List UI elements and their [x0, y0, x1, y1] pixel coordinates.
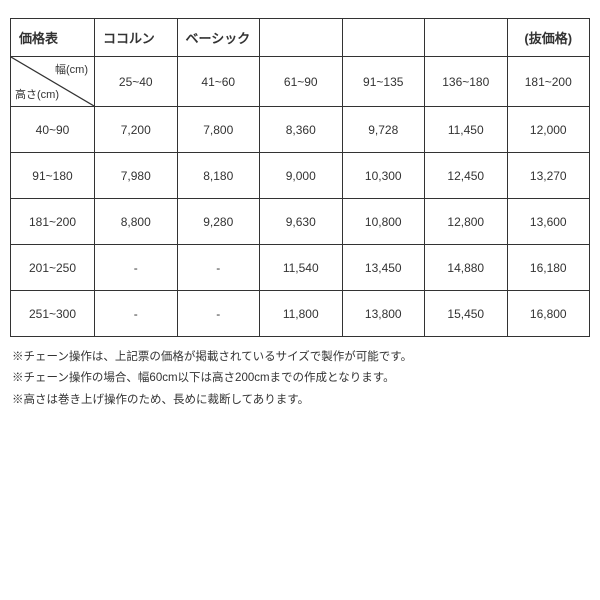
height-range: 201~250 — [11, 245, 95, 291]
width-range: 91~135 — [342, 57, 425, 107]
note-line: ※チェーン操作の場合、幅60cm以下は高さ200cmまでの作成となります。 — [12, 368, 590, 389]
table-row: 40~90 7,200 7,800 8,360 9,728 11,450 12,… — [11, 107, 590, 153]
table-row: 201~250 - - 11,540 13,450 14,880 16,180 — [11, 245, 590, 291]
price-cell: 15,450 — [425, 291, 508, 337]
width-range: 181~200 — [507, 57, 590, 107]
price-cell: - — [177, 245, 260, 291]
corner-top-label: 幅(cm) — [55, 61, 88, 77]
corner-bottom-label: 高さ(cm) — [15, 86, 59, 102]
height-range: 91~180 — [11, 153, 95, 199]
price-cell: 16,800 — [507, 291, 590, 337]
price-cell: 11,450 — [425, 107, 508, 153]
price-cell: 9,630 — [260, 199, 343, 245]
price-cell: 10,300 — [342, 153, 425, 199]
table-series: ベーシック — [177, 19, 260, 57]
price-cell: - — [177, 291, 260, 337]
width-range: 25~40 — [95, 57, 178, 107]
price-cell: 7,800 — [177, 107, 260, 153]
width-range: 136~180 — [425, 57, 508, 107]
price-cell: 12,450 — [425, 153, 508, 199]
price-cell: - — [95, 245, 178, 291]
table-row: 181~200 8,800 9,280 9,630 10,800 12,800 … — [11, 199, 590, 245]
note-line: ※チェーン操作は、上記票の価格が掲載されているサイズで製作が可能です。 — [12, 347, 590, 368]
price-cell: 16,180 — [507, 245, 590, 291]
note-line: ※高さは巻き上げ操作のため、長めに裁断してあります。 — [12, 390, 590, 411]
price-cell: 12,800 — [425, 199, 508, 245]
price-table: 価格表 ココルン ベーシック (抜価格) 幅(cm) 高さ(cm) 25~40 … — [10, 18, 590, 337]
price-cell: 13,800 — [342, 291, 425, 337]
price-cell: 7,200 — [95, 107, 178, 153]
price-cell: 8,800 — [95, 199, 178, 245]
width-range: 61~90 — [260, 57, 343, 107]
table-header-width: 幅(cm) 高さ(cm) 25~40 41~60 61~90 91~135 13… — [11, 57, 590, 107]
table-header-blank — [342, 19, 425, 57]
table-row: 91~180 7,980 8,180 9,000 10,300 12,450 1… — [11, 153, 590, 199]
price-cell: 7,980 — [95, 153, 178, 199]
table-title: 価格表 — [11, 19, 95, 57]
table-brand: ココルン — [95, 19, 178, 57]
notes-block: ※チェーン操作は、上記票の価格が掲載されているサイズで製作が可能です。 ※チェー… — [10, 347, 590, 411]
table-header-blank — [425, 19, 508, 57]
table-price-note: (抜価格) — [507, 19, 590, 57]
height-range: 251~300 — [11, 291, 95, 337]
price-cell: 11,540 — [260, 245, 343, 291]
price-cell: 9,728 — [342, 107, 425, 153]
height-range: 40~90 — [11, 107, 95, 153]
price-cell: 13,270 — [507, 153, 590, 199]
price-cell: 11,800 — [260, 291, 343, 337]
table-row: 251~300 - - 11,800 13,800 15,450 16,800 — [11, 291, 590, 337]
price-cell: 9,280 — [177, 199, 260, 245]
width-range: 41~60 — [177, 57, 260, 107]
price-cell: 13,450 — [342, 245, 425, 291]
height-range: 181~200 — [11, 199, 95, 245]
price-cell: 8,360 — [260, 107, 343, 153]
price-cell: - — [95, 291, 178, 337]
table-corner-cell: 幅(cm) 高さ(cm) — [11, 57, 95, 107]
table-header-blank — [260, 19, 343, 57]
price-cell: 14,880 — [425, 245, 508, 291]
price-cell: 8,180 — [177, 153, 260, 199]
price-cell: 12,000 — [507, 107, 590, 153]
price-cell: 9,000 — [260, 153, 343, 199]
price-cell: 13,600 — [507, 199, 590, 245]
price-cell: 10,800 — [342, 199, 425, 245]
table-header-top: 価格表 ココルン ベーシック (抜価格) — [11, 19, 590, 57]
